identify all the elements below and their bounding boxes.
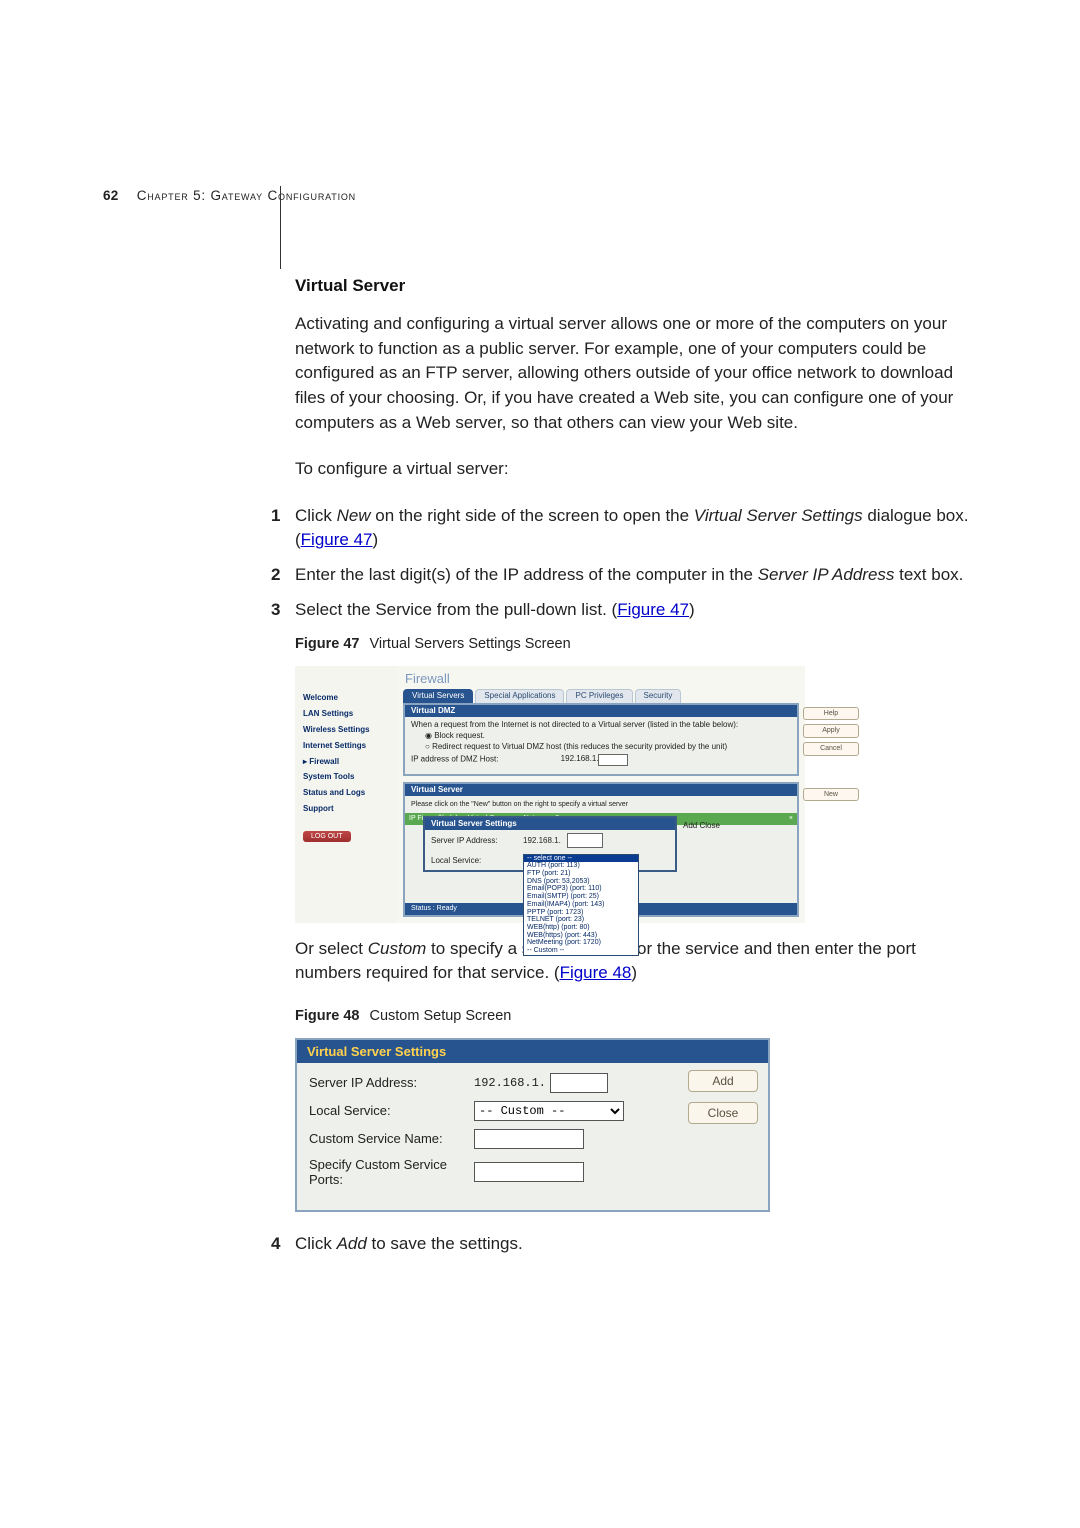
step-2: 2 Enter the last digit(s) of the IP addr…	[271, 563, 983, 588]
apply-button[interactable]: Apply	[803, 724, 859, 738]
dropdown-option[interactable]: WEB(http) (port: 80)	[524, 924, 638, 932]
step-3: 3 Select the Service from the pull-down …	[271, 598, 983, 623]
ip-prefix: 192.168.1.	[474, 1076, 546, 1090]
custom-ports-input[interactable]	[474, 1162, 584, 1182]
virtual-server-bar: Virtual Server	[405, 784, 797, 797]
logout-button[interactable]: LOG OUT	[303, 831, 351, 843]
intro-paragraph: Activating and configuring a virtual ser…	[295, 312, 983, 435]
after-fig47-paragraph: Or select Custom to specify a suitable n…	[295, 937, 983, 986]
step-number: 4	[271, 1232, 280, 1257]
dropdown-option[interactable]: Email(SMTP) (port: 25)	[524, 893, 638, 901]
virtual-server-settings-popup: Add Close Virtual Server Settings Server…	[423, 816, 677, 873]
popup-title: Virtual Server Settings	[425, 818, 675, 831]
dmz-desc: When a request from the Internet is not …	[411, 721, 791, 730]
custom-ports-label: Specify Custom Service Ports:	[309, 1157, 474, 1188]
help-button[interactable]: Help	[803, 707, 859, 721]
sidebar-item[interactable]: LAN Settings	[303, 710, 391, 719]
dropdown-option[interactable]: TELNET (port: 23)	[524, 916, 638, 924]
dmz-ip-input[interactable]	[598, 754, 628, 766]
page-number: 62	[103, 188, 119, 203]
figure-47-screenshot: Welcome LAN Settings Wireless Settings Inte…	[295, 666, 805, 922]
tab[interactable]: Special Applications	[475, 689, 564, 703]
dmz-opt-redirect[interactable]: Redirect request to Virtual DMZ host (th…	[425, 743, 791, 752]
local-service-label: Local Service:	[309, 1103, 474, 1118]
chapter-label: Chapter 5: Gateway Configuration	[137, 188, 356, 203]
popup-title: Virtual Server Settings	[297, 1040, 768, 1063]
new-button[interactable]: New	[803, 788, 859, 802]
dmz-ip-row: IP address of DMZ Host: 192.168.1.	[411, 754, 791, 766]
dmz-opt-block[interactable]: Block request.	[425, 732, 791, 741]
tab[interactable]: Virtual Servers	[403, 689, 473, 703]
server-ip-label: Server IP Address:	[431, 837, 517, 846]
sidebar-item[interactable]: Internet Settings	[303, 742, 391, 751]
running-header: 62 Chapter 5: Gateway Configuration	[103, 188, 356, 203]
figure-48-caption: Figure 48Custom Setup Screen	[295, 1008, 983, 1024]
close-button[interactable]: Close	[699, 821, 719, 830]
dropdown-option[interactable]: PPTP (port: 1723)	[524, 909, 638, 917]
header-rule	[280, 186, 281, 269]
step-number: 1	[271, 504, 280, 529]
figure-47-caption: Figure 47Virtual Servers Settings Screen	[295, 636, 983, 652]
add-button[interactable]: Add	[683, 821, 697, 830]
link-figure-47[interactable]: Figure 47	[617, 600, 689, 619]
figure-48-screenshot: Virtual Server Settings Add Close Server…	[295, 1038, 770, 1212]
dropdown-option[interactable]: -- select one --	[524, 855, 638, 863]
server-ip-input[interactable]	[567, 833, 603, 848]
sidebar-item[interactable]: Wireless Settings	[303, 726, 391, 735]
step-1: 1 Click New on the right side of the scr…	[271, 504, 983, 553]
cancel-button[interactable]: Cancel	[803, 742, 859, 756]
section-title: Virtual Server	[295, 276, 983, 296]
dropdown-option[interactable]: NetMeeting (port: 1720)	[524, 939, 638, 947]
dropdown-option[interactable]: -- Custom --	[524, 947, 638, 955]
dropdown-option[interactable]: WEB(https) (port: 443)	[524, 932, 638, 940]
dropdown-option[interactable]: Email(POP3) (port: 110)	[524, 885, 638, 893]
dropdown-option[interactable]: FTP (port: 21)	[524, 870, 638, 878]
sidebar-nav: Welcome LAN Settings Wireless Settings Inte…	[295, 666, 397, 922]
close-icon[interactable]: ×	[789, 815, 793, 823]
local-service-label: Local Service:	[431, 857, 517, 866]
dropdown-option[interactable]: DNS (port: 53,2053)	[524, 878, 638, 886]
sidebar-item[interactable]: Firewall	[303, 758, 391, 767]
dropdown-option[interactable]: Email(IMAP4) (port: 143)	[524, 901, 638, 909]
sidebar-item[interactable]: Welcome	[303, 694, 391, 703]
close-button[interactable]: Close	[688, 1102, 758, 1124]
link-figure-47[interactable]: Figure 47	[301, 530, 373, 549]
sidebar-item[interactable]: System Tools	[303, 773, 391, 782]
service-dropdown-list[interactable]: -- select one --AUTH (port: 113)FTP (por…	[523, 854, 639, 956]
server-ip-label: Server IP Address:	[309, 1075, 474, 1090]
tab-row: Virtual ServersSpecial ApplicationsPC Pr…	[403, 689, 799, 703]
sidebar-item[interactable]: Status and Logs	[303, 789, 391, 798]
tab[interactable]: PC Privileges	[566, 689, 632, 703]
local-service-select[interactable]: -- Custom --	[474, 1101, 624, 1121]
custom-name-label: Custom Service Name:	[309, 1131, 474, 1146]
step-4: 4 Click Add to save the settings.	[271, 1232, 983, 1257]
vs-hint: Please click on the "New" button on the …	[411, 799, 791, 813]
dropdown-option[interactable]: AUTH (port: 113)	[524, 862, 638, 870]
firewall-heading: Firewall	[405, 672, 799, 686]
step-number: 2	[271, 563, 280, 588]
custom-name-input[interactable]	[474, 1129, 584, 1149]
add-button[interactable]: Add	[688, 1070, 758, 1092]
sidebar-item[interactable]: Support	[303, 805, 391, 814]
tab[interactable]: Security	[635, 689, 682, 703]
server-ip-input[interactable]	[550, 1073, 608, 1093]
link-figure-48[interactable]: Figure 48	[560, 963, 632, 982]
virtual-dmz-bar: Virtual DMZ	[405, 705, 797, 718]
lead-in: To configure a virtual server:	[295, 457, 983, 482]
step-number: 3	[271, 598, 280, 623]
